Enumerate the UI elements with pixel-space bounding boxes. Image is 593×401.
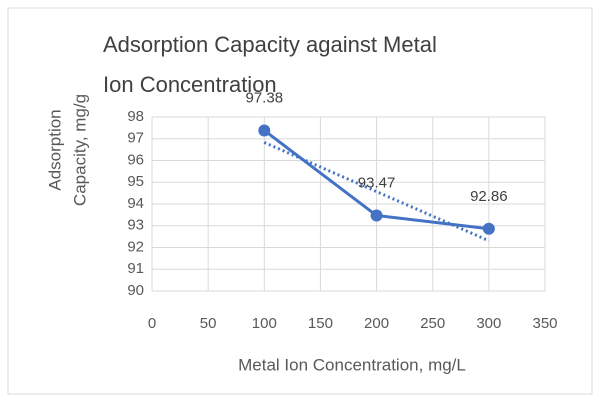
y-tick-label: 91 bbox=[127, 260, 144, 277]
x-axis-label: Metal Ion Concentration, mg/L bbox=[238, 355, 466, 374]
y-tick-label: 98 bbox=[127, 108, 144, 125]
data-point bbox=[370, 209, 383, 222]
data-label: 97.38 bbox=[246, 89, 284, 106]
y-tick-label: 95 bbox=[127, 173, 144, 190]
y-axis-label: Capacity, mg/g bbox=[70, 94, 89, 206]
y-tick-label: 96 bbox=[127, 151, 144, 168]
chart-title: Ion Concentration bbox=[103, 72, 277, 97]
data-point bbox=[482, 222, 495, 235]
data-point bbox=[258, 124, 271, 137]
y-tick-label: 93 bbox=[127, 217, 144, 234]
x-tick-label: 250 bbox=[420, 315, 445, 332]
y-tick-label: 90 bbox=[127, 282, 144, 299]
y-tick-label: 94 bbox=[127, 195, 144, 212]
x-tick-label: 300 bbox=[476, 315, 501, 332]
y-tick-label: 92 bbox=[127, 238, 144, 255]
y-tick-label: 97 bbox=[127, 130, 144, 147]
x-tick-label: 0 bbox=[148, 315, 156, 332]
data-label: 92.86 bbox=[470, 188, 508, 205]
y-axis-label: Adsorption bbox=[45, 109, 64, 190]
trendline bbox=[263, 141, 490, 243]
chart-frame bbox=[7, 7, 593, 395]
chart-title: Adsorption Capacity against Metal bbox=[103, 32, 437, 57]
x-tick-label: 50 bbox=[200, 315, 217, 332]
x-tick-label: 350 bbox=[532, 315, 557, 332]
x-tick-label: 200 bbox=[364, 315, 389, 332]
data-label: 93.47 bbox=[358, 174, 396, 191]
x-tick-label: 100 bbox=[252, 315, 277, 332]
x-tick-label: 150 bbox=[308, 315, 333, 332]
